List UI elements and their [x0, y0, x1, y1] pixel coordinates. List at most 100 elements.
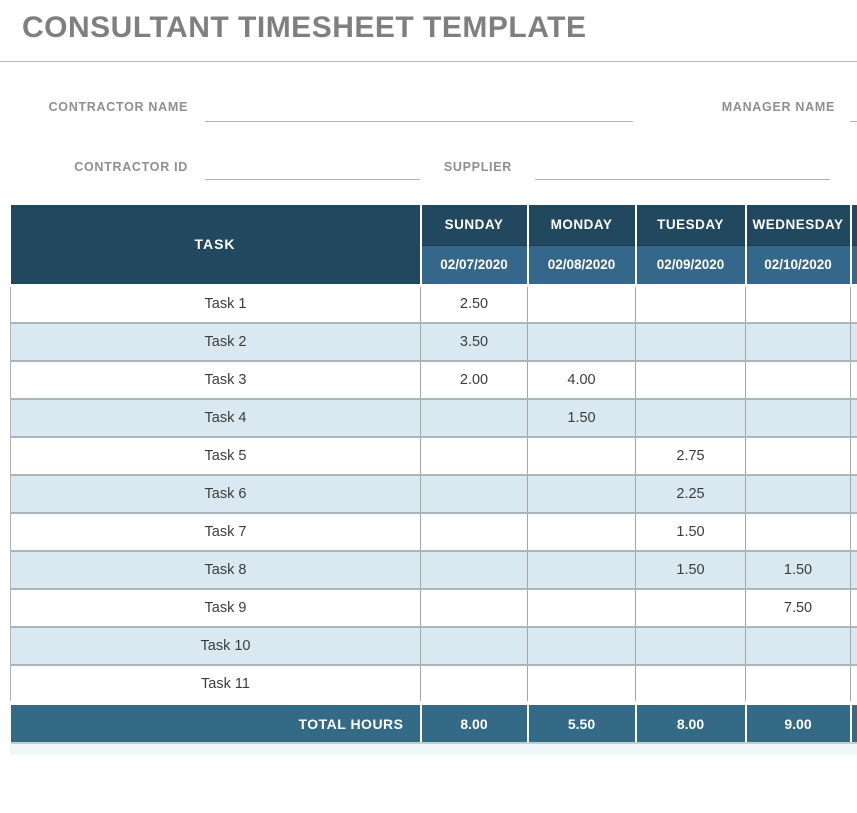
hours-cell-clipped: [850, 551, 857, 590]
hours-cell[interactable]: [745, 437, 851, 476]
table-row: Task 4 1.50: [10, 399, 857, 438]
hours-cell[interactable]: [420, 551, 528, 590]
hours-cell[interactable]: 1.50: [635, 551, 746, 590]
hours-cell[interactable]: [420, 437, 528, 476]
hours-cell-clipped: [850, 285, 857, 324]
hours-cell[interactable]: [745, 665, 851, 704]
hours-cell-clipped: [850, 399, 857, 438]
contractor-id-field[interactable]: [205, 159, 420, 180]
hours-cell[interactable]: [527, 285, 636, 324]
hours-cell[interactable]: [527, 589, 636, 628]
hours-cell[interactable]: 2.50: [420, 285, 528, 324]
table-row: Task 1 2.50: [10, 285, 857, 324]
total-hours-value: 8.00: [634, 701, 746, 744]
date-header-monday: 02/08/2020: [526, 245, 636, 287]
task-cell[interactable]: Task 1: [10, 285, 421, 324]
day-header-clipped: [849, 205, 857, 246]
contractor-name-field[interactable]: [205, 101, 633, 122]
hours-cell[interactable]: [745, 399, 851, 438]
hours-cell[interactable]: [635, 627, 746, 666]
page-title: CONSULTANT TIMESHEET TEMPLATE: [22, 11, 587, 44]
hours-cell[interactable]: [527, 323, 636, 362]
hours-cell-clipped: [850, 665, 857, 704]
day-header-sunday: SUNDAY: [419, 205, 528, 246]
task-cell[interactable]: Task 3: [10, 361, 421, 400]
task-cell[interactable]: Task 9: [10, 589, 421, 628]
total-hours-value: 8.00: [419, 701, 528, 744]
hours-cell[interactable]: 2.25: [635, 475, 746, 514]
task-cell[interactable]: Task 2: [10, 323, 421, 362]
hours-cell[interactable]: [527, 551, 636, 590]
hours-cell[interactable]: [527, 475, 636, 514]
hours-cell[interactable]: 7.50: [745, 589, 851, 628]
hours-cell[interactable]: [745, 323, 851, 362]
task-cell[interactable]: Task 11: [10, 665, 421, 704]
hours-cell-clipped: [850, 589, 857, 628]
hours-cell[interactable]: [635, 399, 746, 438]
date-header-row: 02/07/2020 02/08/2020 02/09/2020 02/10/2…: [11, 245, 857, 287]
task-cell[interactable]: Task 4: [10, 399, 421, 438]
hours-cell-clipped: [850, 437, 857, 476]
hours-cell[interactable]: 3.50: [420, 323, 528, 362]
hours-cell[interactable]: [527, 665, 636, 704]
hours-cell[interactable]: [420, 665, 528, 704]
hours-cell[interactable]: [745, 627, 851, 666]
hours-cell[interactable]: [635, 665, 746, 704]
hours-cell[interactable]: [745, 285, 851, 324]
hours-cell[interactable]: [527, 437, 636, 476]
manager-name-label: MANAGER NAME: [721, 100, 835, 114]
hours-cell[interactable]: [745, 361, 851, 400]
timesheet-table-container: TASK SUNDAY MONDAY TUESDAY WEDNESDAY 02/…: [10, 205, 857, 795]
task-cell[interactable]: Task 8: [10, 551, 421, 590]
contractor-id-label: CONTRACTOR ID: [74, 160, 188, 174]
table-row: Task 5 2.75: [10, 437, 857, 476]
table-row: Task 7 1.50: [10, 513, 857, 552]
table-row: Task 3 2.00 4.00: [10, 361, 857, 400]
total-hours-row: TOTAL HOURS 8.00 5.50 8.00 9.00: [10, 701, 857, 744]
supplier-label: SUPPLIER: [443, 160, 512, 174]
total-hours-value-clipped: [849, 701, 857, 744]
hours-cell[interactable]: 2.75: [635, 437, 746, 476]
hours-cell[interactable]: [420, 399, 528, 438]
task-cell[interactable]: Task 7: [10, 513, 421, 552]
day-header-wednesday: WEDNESDAY: [744, 205, 851, 246]
task-column-header: TASK: [10, 205, 422, 287]
manager-name-field[interactable]: [850, 101, 857, 122]
hours-cell[interactable]: 1.50: [527, 399, 636, 438]
day-header-row: TASK SUNDAY MONDAY TUESDAY WEDNESDAY: [10, 205, 857, 287]
date-header-clipped: [849, 245, 857, 287]
hours-cell-clipped: [850, 475, 857, 514]
day-header-tuesday: TUESDAY: [634, 205, 746, 246]
task-cell[interactable]: Task 5: [10, 437, 421, 476]
total-hours-value: 9.00: [744, 701, 851, 744]
hours-cell[interactable]: 4.00: [527, 361, 636, 400]
hours-cell[interactable]: [420, 589, 528, 628]
hours-cell[interactable]: [635, 285, 746, 324]
hours-cell[interactable]: [745, 513, 851, 552]
total-hours-label: TOTAL HOURS: [10, 701, 421, 744]
task-cell[interactable]: Task 10: [10, 627, 421, 666]
hours-cell-clipped: [850, 361, 857, 400]
hours-cell[interactable]: 1.50: [635, 513, 746, 552]
hours-cell[interactable]: [527, 627, 636, 666]
day-header-monday: MONDAY: [526, 205, 636, 246]
hours-cell[interactable]: [635, 323, 746, 362]
hours-cell[interactable]: [635, 589, 746, 628]
title-divider: [0, 61, 857, 62]
hours-cell[interactable]: [420, 513, 528, 552]
table-bottom-shadow: [10, 744, 857, 755]
hours-cell[interactable]: [635, 361, 746, 400]
table-row: Task 10: [10, 627, 857, 666]
supplier-field[interactable]: [535, 159, 830, 180]
hours-cell[interactable]: [745, 475, 851, 514]
hours-cell[interactable]: 2.00: [420, 361, 528, 400]
hours-cell[interactable]: [420, 475, 528, 514]
hours-cell[interactable]: [527, 513, 636, 552]
task-cell[interactable]: Task 6: [10, 475, 421, 514]
date-header-sunday: 02/07/2020: [419, 245, 528, 287]
hours-cell[interactable]: 1.50: [745, 551, 851, 590]
hours-cell-clipped: [850, 323, 857, 362]
hours-cell-clipped: [850, 513, 857, 552]
hours-cell[interactable]: [420, 627, 528, 666]
contractor-name-label: CONTRACTOR NAME: [48, 100, 188, 114]
